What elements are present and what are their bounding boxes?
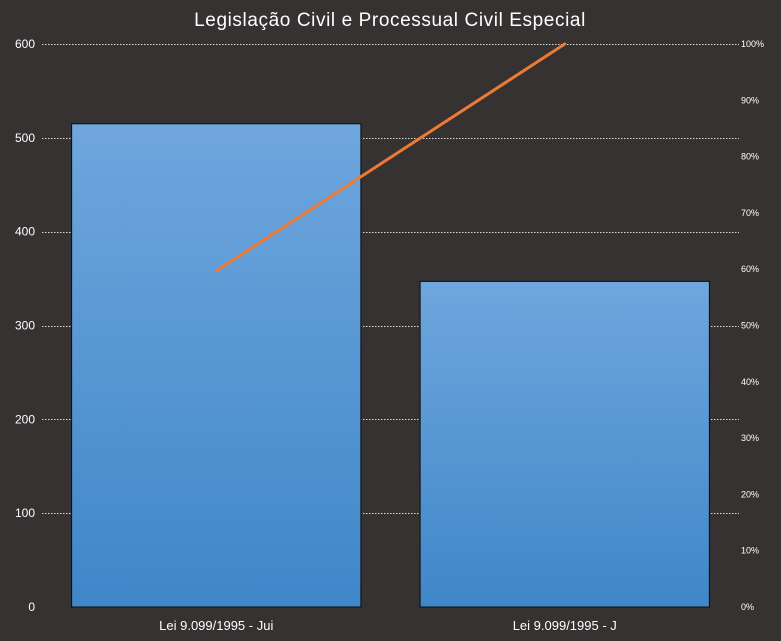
gridlines bbox=[42, 44, 739, 514]
y-tick-label: 600 bbox=[15, 37, 35, 51]
bar bbox=[419, 280, 710, 608]
y2-tick-label: 10% bbox=[741, 546, 759, 556]
bars bbox=[71, 123, 710, 608]
y-tick-label: 500 bbox=[15, 131, 35, 145]
chart-title: Legislação Civil e Processual Civil Espe… bbox=[194, 10, 586, 31]
y2-tick-label: 0% bbox=[741, 602, 754, 612]
bar bbox=[71, 123, 362, 608]
y2-tick-label: 100% bbox=[741, 39, 764, 49]
y2-tick-label: 70% bbox=[741, 208, 759, 218]
y2-tick-label: 80% bbox=[741, 152, 759, 162]
x-axis: Lei 9.099/1995 - Jui Lei 9.099/1995 - J bbox=[159, 618, 617, 633]
y2-tick-label: 50% bbox=[741, 321, 759, 331]
x-category-label: Lei 9.099/1995 - Jui bbox=[159, 618, 273, 633]
y-tick-label: 100 bbox=[15, 506, 35, 520]
y2-tick-label: 20% bbox=[741, 489, 759, 499]
x-category-label: Lei 9.099/1995 - J bbox=[513, 618, 617, 633]
y2-tick-label: 30% bbox=[741, 433, 759, 443]
cumulative-series-line bbox=[214, 42, 567, 273]
y2-tick-label: 40% bbox=[741, 377, 759, 387]
y-tick-label: 200 bbox=[15, 412, 35, 426]
y2-tick-label: 90% bbox=[741, 95, 759, 105]
y-axis-right: 0% 10% 20% 30% 40% 50% 60% 70% 80% 90% 100% bbox=[741, 39, 764, 612]
y-tick-label: 300 bbox=[15, 319, 35, 333]
y-axis-left: 0 100 200 300 400 500 600 bbox=[15, 37, 35, 614]
cumulative-line bbox=[214, 42, 567, 273]
y2-tick-label: 60% bbox=[741, 264, 759, 274]
y-tick-label: 400 bbox=[15, 225, 35, 239]
y-tick-label: 0 bbox=[28, 600, 35, 614]
